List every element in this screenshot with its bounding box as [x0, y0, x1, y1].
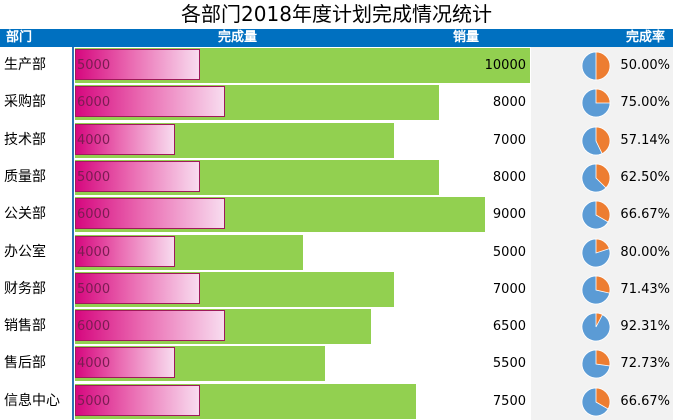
- table-row: 质量部 5000 8000 62.50%: [0, 159, 673, 196]
- completed-value: 5000: [77, 58, 111, 73]
- rate-value: 62.50%: [620, 169, 670, 185]
- sales-value: 8000: [492, 169, 526, 185]
- header-sales: 销量: [453, 30, 480, 45]
- chart-title: 各部门2018年度计划完成情况统计: [181, 2, 492, 26]
- rate-pie: [581, 238, 611, 267]
- pie-completed-slice: [581, 387, 609, 417]
- header-completed: 完成量: [218, 30, 258, 45]
- completed-bar: [75, 310, 226, 342]
- completed-bar: [75, 272, 201, 304]
- table-header: 部门 完成量 销量 完成率: [0, 29, 673, 47]
- completed-bar: [75, 235, 176, 267]
- table-row: 财务部 5000 7000 71.43%: [0, 271, 673, 308]
- completed-value: 6000: [77, 319, 111, 335]
- pie-completed-slice: [581, 238, 611, 267]
- dept-label: 办公室: [4, 243, 46, 260]
- completed-value: 4000: [77, 132, 111, 148]
- table-row: 销售部 6000 6500 92.31%: [0, 308, 673, 345]
- completed-bar: [75, 384, 201, 416]
- completed-bar: [75, 86, 226, 118]
- completed-bar: [75, 123, 176, 155]
- dept-label: 采购部: [4, 94, 46, 111]
- dept-label: 售后部: [4, 355, 46, 372]
- rate-pie: [581, 312, 611, 342]
- rate-pie: [581, 200, 611, 230]
- table-row: 技术部 4000 7000 57.14%: [0, 122, 673, 159]
- pie-completed-slice: [581, 200, 609, 230]
- sales-value: 7500: [492, 393, 526, 409]
- completed-value: 6000: [77, 95, 111, 111]
- sales-value: 5000: [492, 244, 526, 260]
- dept-label: 销售部: [4, 318, 46, 335]
- completed-bar: [75, 160, 201, 192]
- rate-pie: [581, 88, 611, 118]
- pie-completed-slice: [581, 88, 611, 118]
- completed-value: 4000: [77, 356, 111, 372]
- table-row: 生产部 5000 10000 50.00%: [0, 47, 673, 84]
- table-row: 办公室 4000 5000 80.00%: [0, 234, 673, 271]
- completed-bar: [75, 347, 176, 379]
- completed-value: 5000: [77, 393, 111, 409]
- sales-value: 9000: [492, 207, 526, 223]
- sales-value: 5500: [492, 356, 526, 372]
- dept-label: 技术部: [4, 131, 46, 148]
- completed-bar: [75, 198, 226, 230]
- table-row: 信息中心 5000 7500 66.67%: [0, 383, 673, 420]
- table-row: 公关部 6000 9000 66.67%: [0, 196, 673, 233]
- axis-line: [72, 47, 74, 420]
- sales-value: 6500: [492, 319, 526, 335]
- completed-value: 5000: [77, 281, 111, 297]
- pie-completed-slice: [581, 349, 611, 379]
- pie-completed-slice: [581, 163, 607, 193]
- dept-label: 财务部: [4, 280, 46, 297]
- header-dept: 部门: [6, 30, 33, 45]
- rate-value: 66.67%: [620, 207, 670, 223]
- rate-value: 92.31%: [620, 319, 670, 335]
- sales-value: 7000: [492, 281, 526, 297]
- completed-value: 4000: [77, 244, 111, 260]
- sales-value: 10000: [484, 58, 526, 73]
- rate-pie: [581, 51, 611, 81]
- dept-label: 公关部: [4, 206, 46, 223]
- rate-value: 72.73%: [620, 356, 670, 372]
- dept-label: 质量部: [4, 168, 46, 185]
- pie-completed-slice: [581, 51, 597, 81]
- rate-pie: [581, 349, 611, 379]
- header-rate: 完成率: [626, 30, 666, 45]
- completed-bar: [75, 49, 201, 80]
- dept-label: 生产部: [4, 57, 46, 73]
- rate-value: 66.67%: [620, 393, 670, 409]
- rate-value: 57.14%: [620, 132, 670, 148]
- rate-value: 50.00%: [620, 58, 670, 73]
- rate-value: 75.00%: [620, 95, 670, 111]
- pie-completed-slice: [581, 275, 611, 305]
- completed-value: 6000: [77, 207, 111, 223]
- table-row: 采购部 6000 8000 75.00%: [0, 84, 673, 121]
- rate-value: 71.43%: [620, 281, 670, 297]
- rate-pie: [581, 387, 611, 417]
- rate-pie: [581, 275, 611, 305]
- rate-pie: [581, 163, 611, 193]
- completed-value: 5000: [77, 169, 111, 185]
- pie-completed-slice: [581, 126, 603, 155]
- pie-completed-slice: [581, 312, 611, 342]
- rate-value: 80.00%: [620, 244, 670, 260]
- dept-label: 信息中心: [4, 392, 60, 409]
- table-row: 售后部 4000 5500 72.73%: [0, 345, 673, 382]
- sales-value: 8000: [492, 95, 526, 111]
- rate-pie: [581, 126, 611, 155]
- sales-value: 7000: [492, 132, 526, 148]
